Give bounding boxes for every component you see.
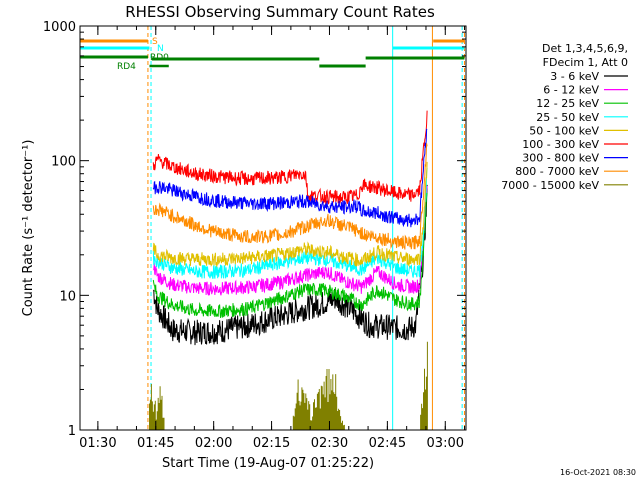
legend: Det 1,3,4,5,6,9, FDecim 1, Att 0 3 - 6 k… [501, 42, 628, 192]
x-tick-label: 02:45 [369, 436, 406, 451]
y-tick-label: 1 [68, 424, 76, 439]
legend-header-line-1: Det 1,3,4,5,6,9, [542, 42, 628, 55]
y-axis-label: Count Rate (s⁻¹ detector⁻¹) [21, 140, 36, 317]
plot-frame [79, 25, 467, 431]
x-axis-label: Start Time (19-Aug-07 01:25:22) [162, 456, 374, 471]
footer-timestamp: 16-Oct-2021 08:30 [560, 468, 636, 477]
series-line-800-7000-kev [152, 143, 428, 250]
series-line-7000-15000-kev [149, 341, 428, 430]
x-tick-label: 01:45 [137, 436, 174, 451]
series-line-3-6-kev [152, 184, 428, 346]
legend-label: 7000 - 15000 keV [501, 179, 599, 192]
annotation-s: S [152, 37, 158, 47]
series-line-6-12-kev [153, 185, 428, 296]
legend-label: 3 - 6 keV [550, 70, 599, 83]
legend-label: 25 - 50 keV [536, 111, 599, 124]
legend-label: 6 - 12 keV [543, 84, 599, 97]
legend-label: 100 - 300 keV [522, 138, 599, 151]
legend-label: 50 - 100 keV [529, 124, 599, 137]
x-tick-label: 02:30 [311, 436, 348, 451]
series-line-100-300-kev [152, 110, 428, 205]
annotation-rd0: RD0 [150, 53, 169, 63]
legend-label: 800 - 7000 keV [515, 165, 599, 178]
series-line-12-25-kev [152, 192, 428, 319]
series-line-50-100-kev [152, 161, 428, 268]
annotation-n: N [157, 44, 164, 54]
chart-title: RHESSI Observing Summary Count Rates [125, 3, 435, 21]
legend-label: 12 - 25 keV [536, 97, 599, 110]
y-tick-label: 10 [59, 289, 76, 304]
y-tick-label: 1000 [43, 20, 76, 35]
legend-label: 300 - 800 keV [522, 152, 599, 165]
x-tick-label: 02:00 [195, 436, 232, 451]
axes: 1 10 100 1000 01:30 01:45 02:00 02:15 02:30 02:45… [43, 20, 466, 451]
y-tick-label: 100 [51, 155, 76, 170]
x-tick-label: 02:15 [253, 436, 290, 451]
x-tick-label: 01:30 [79, 436, 116, 451]
series-line-300-800-kev [152, 128, 428, 228]
legend-header-line-2: FDecim 1, Att 0 [543, 56, 628, 69]
annotation-rd4: RD4 [117, 62, 136, 72]
x-tick-label: 03:00 [427, 436, 464, 451]
